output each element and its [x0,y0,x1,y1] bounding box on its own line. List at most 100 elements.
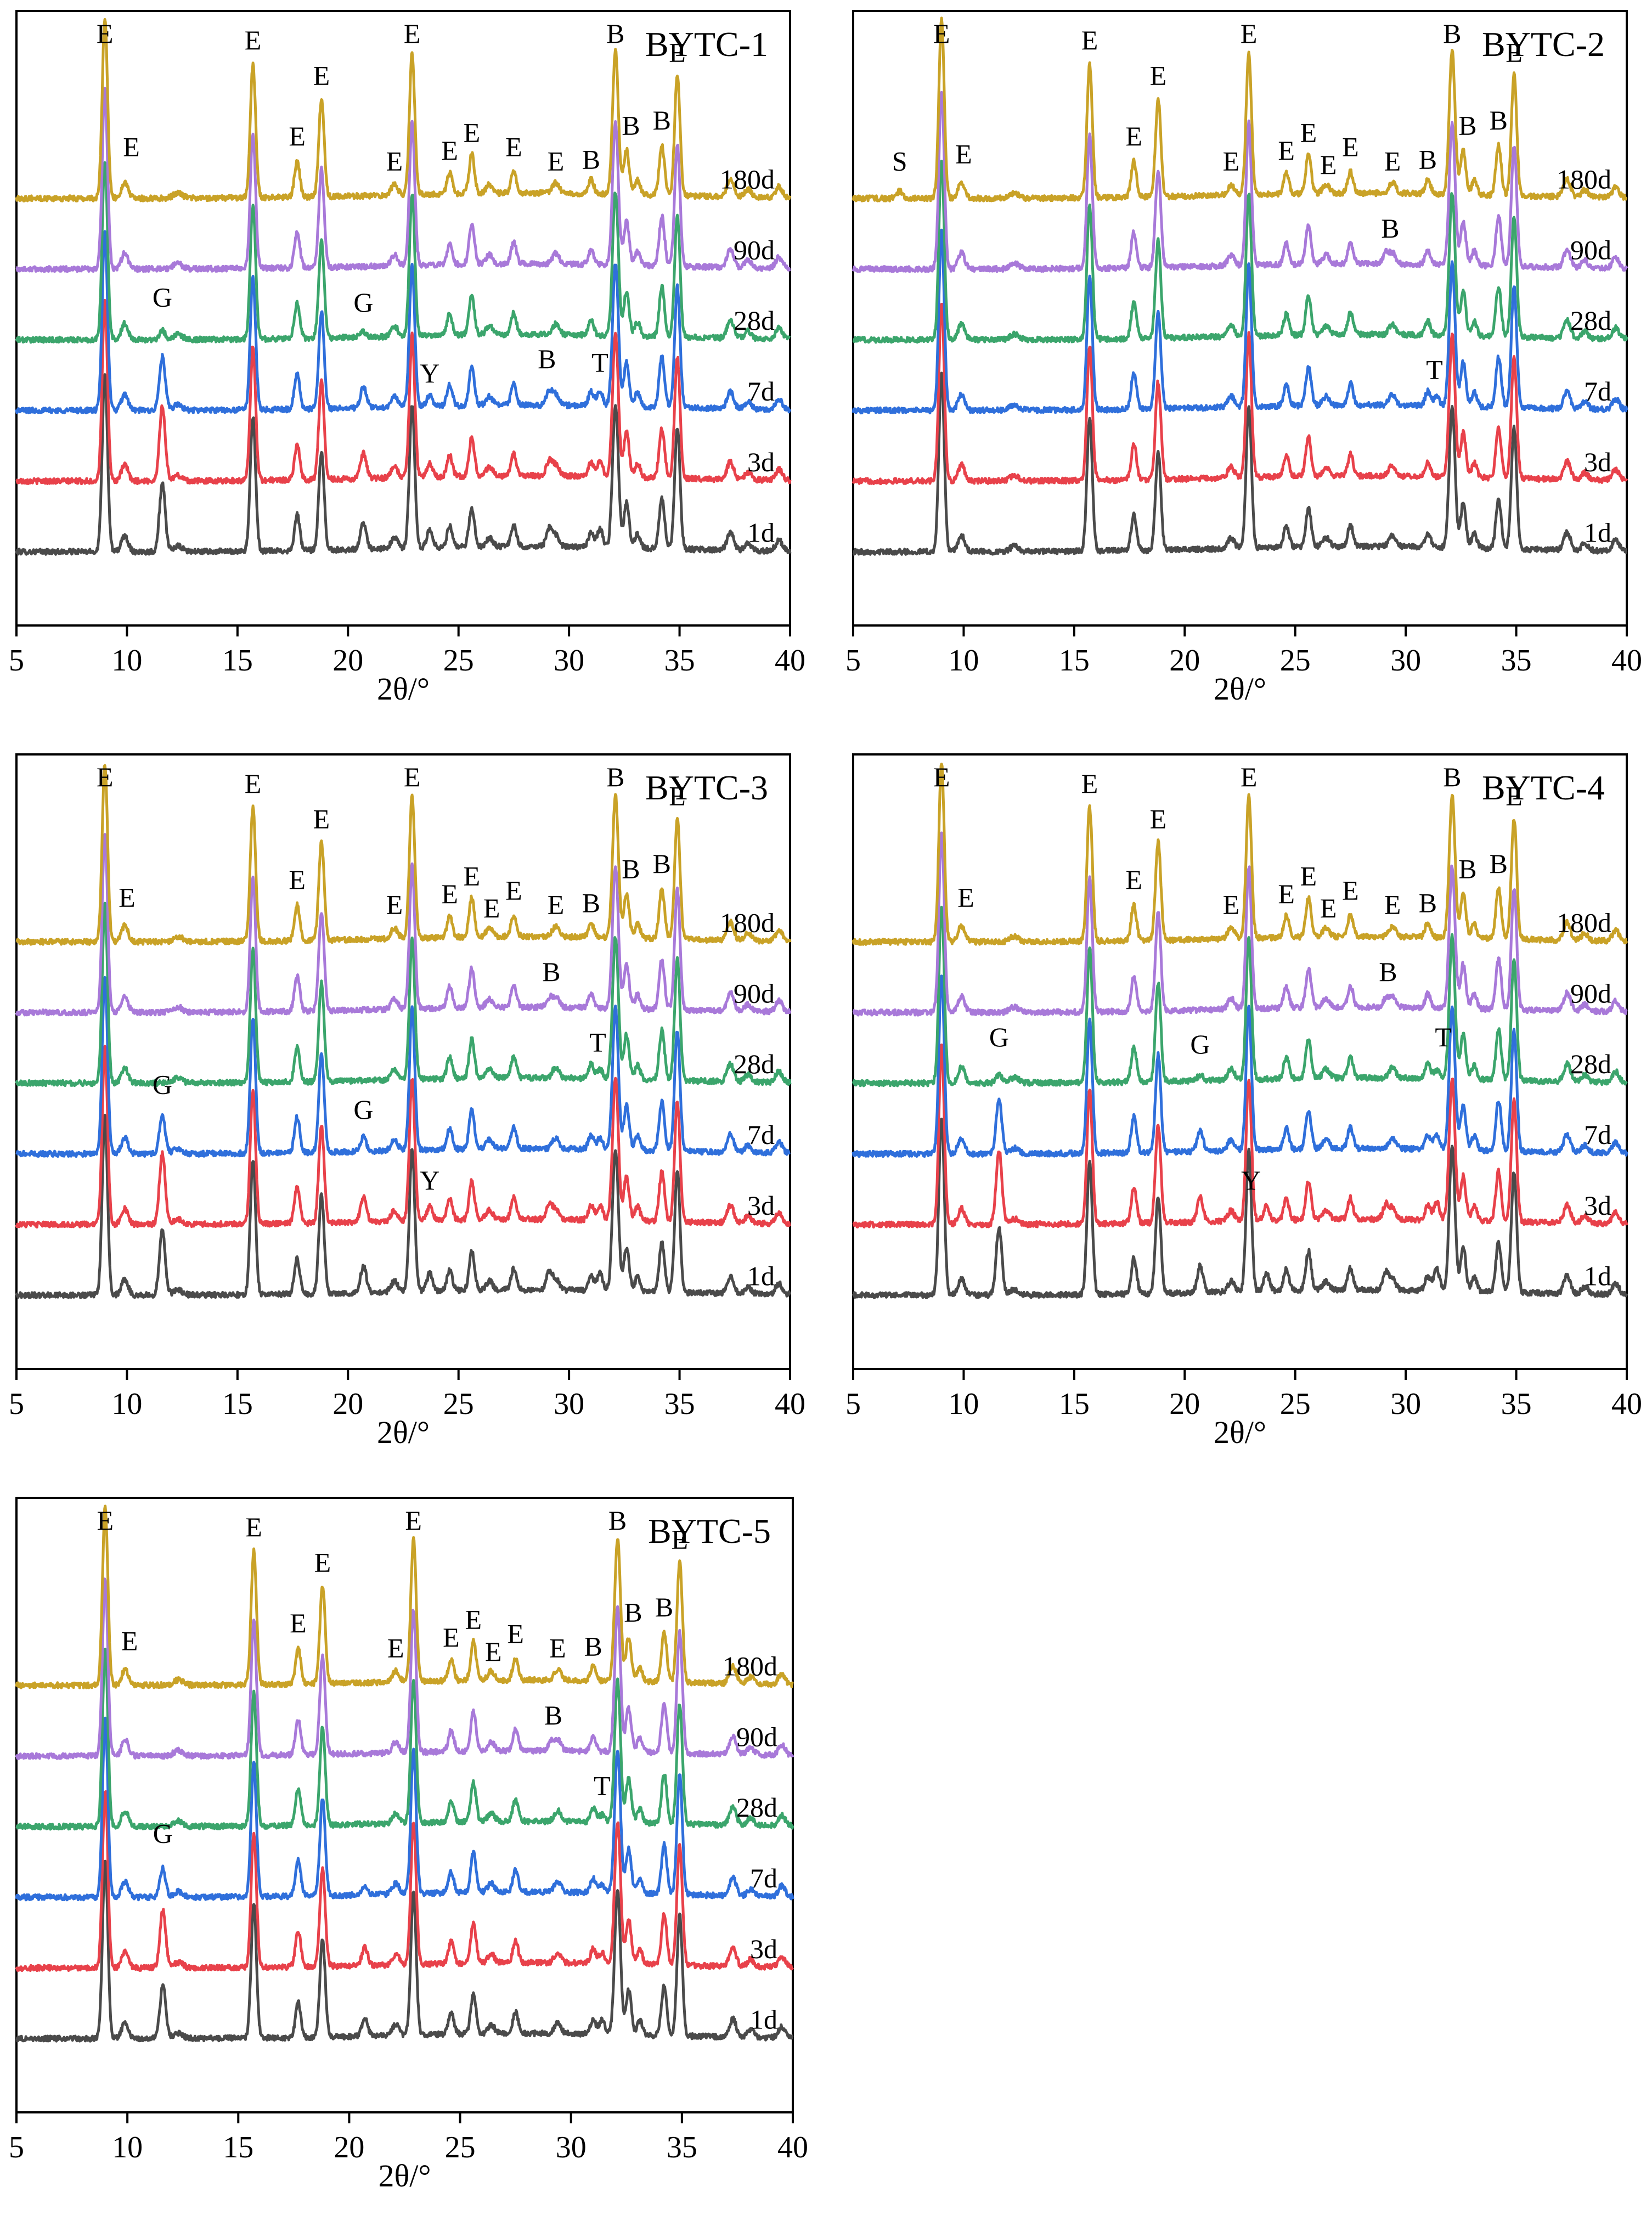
phase-label: E [1081,768,1098,799]
x-axis-label: 2θ/° [378,2158,431,2194]
phase-label: E [1278,878,1295,909]
curing-age-label: 180d [1557,164,1611,195]
phase-label: E [123,132,140,162]
x-tick-label: 10 [111,1387,142,1421]
phase-label: E [289,121,306,151]
phase-label: E [1241,762,1258,792]
phase-label: B [606,18,624,49]
phase-label: E [1506,37,1523,67]
x-tick-label: 30 [1390,1387,1421,1421]
phase-label: E [1150,60,1167,91]
x-tick-label: 25 [1280,1387,1311,1421]
x-tick-label: 35 [1501,1387,1532,1421]
phase-label: E [1320,893,1337,923]
xrd-trace-90d [852,831,1628,1017]
phase-label: E [955,139,972,170]
x-axis-label: 2θ/° [377,1414,430,1450]
phase-label: E [289,864,306,895]
phase-label: Y [420,1165,439,1196]
x-tick-label: 40 [1611,644,1642,678]
phase-label: B [622,110,640,141]
phase-label: B [653,105,671,136]
curing-age-label: 7d [1584,376,1611,407]
xrd-trace-7d [15,1716,794,1902]
xrd-trace-28d [852,905,1628,1087]
curing-age-label: 3d [1584,447,1611,477]
xrd-trace-3d [15,1790,794,1972]
x-tick-label: 40 [777,2130,808,2164]
phase-label: B [1490,105,1508,136]
xrd-trace-180d [852,763,1628,946]
x-tick-label: 10 [948,1387,979,1421]
xrd-trace-3d [852,303,1628,486]
curing-age-label: 1d [747,517,775,548]
phase-label: B [584,1631,602,1661]
panel-title: BYTC-1 [645,25,768,64]
phase-label: B [622,854,640,884]
phase-label: E [404,762,421,792]
chart-panel-3: 5 10 15 20 25 30 35 40 2θ/° BYTC-3 1d 3d 7d 28d 90d 180… [9,753,805,1450]
phase-label: E [957,882,974,913]
x-tick-label: 30 [554,1387,584,1421]
x-tick-label: 10 [948,644,979,678]
phase-label: B [606,762,624,792]
x-axis-label: 2θ/° [1214,1414,1266,1450]
x-tick-label: 15 [222,1387,253,1421]
phase-label: B [1443,18,1461,49]
panel-title: BYTC-5 [648,1512,771,1551]
phase-label: E [245,768,262,799]
x-tick-label: 35 [667,2130,697,2164]
phase-label: E [933,762,950,792]
phase-label: E [441,878,458,909]
xrd-trace-28d [15,161,791,344]
phase-label: G [989,1022,1009,1052]
phase-label: T [594,1771,611,1801]
x-tick-label: 25 [445,2130,476,2164]
curing-age-label: 3d [747,1190,775,1221]
phase-label: B [653,848,671,879]
xrd-trace-1d [852,371,1628,556]
phase-label: E [314,1547,331,1578]
curing-age-label: 3d [1584,1190,1611,1221]
phase-label: E [1320,149,1337,180]
phase-label: B [655,1592,673,1622]
phase-label: Y [420,358,439,388]
phase-label: E [483,893,500,923]
phase-label: G [353,1094,373,1125]
phase-label: G [353,287,373,318]
phase-label: E [464,861,481,892]
phase-label: G [153,1818,173,1848]
phase-label: E [443,1622,460,1653]
xrd-trace-90d [15,87,791,273]
x-tick-label: 5 [9,2130,24,2164]
phase-label: E [1278,135,1295,166]
x-tick-label: 30 [556,2130,587,2164]
phase-label: E [1241,18,1258,49]
phase-label: E [1300,861,1317,892]
phase-label: E [313,804,330,835]
curing-age-label: 28d [736,1792,777,1823]
xrd-trace-90d [15,1577,794,1760]
xrd-trace-1d [15,1859,794,2043]
phase-label: B [1458,110,1476,141]
xrd-trace-180d [15,764,792,946]
plot-frame [15,10,791,627]
chart-panel-2: 5 10 15 20 25 30 35 40 2θ/° BYTC-2 1d 3d 7d 28d 90d 180… [845,10,1642,707]
phase-label: E [549,1633,566,1664]
x-tick-label: 20 [332,644,363,678]
phase-label: T [1435,1022,1452,1052]
xrd-trace-3d [15,1045,791,1229]
curing-age-label: 7d [747,376,775,407]
phase-label: T [591,347,608,378]
x-tick-label: 40 [775,644,805,678]
phase-label: E [1506,780,1523,811]
xrd-trace-7d [15,230,792,415]
curing-age-label: 180d [1557,907,1611,938]
phase-label: E [933,18,950,49]
chart-panel-1: 5 10 15 20 25 30 35 40 2θ/° BYTC-1 1d 3d 7d 28d 90d 180… [9,10,805,707]
phase-label: E [464,117,481,148]
phase-label: E [507,1619,524,1649]
phase-label: E [119,882,136,913]
phase-label: E [97,1505,114,1536]
phase-label: B [1458,854,1476,884]
